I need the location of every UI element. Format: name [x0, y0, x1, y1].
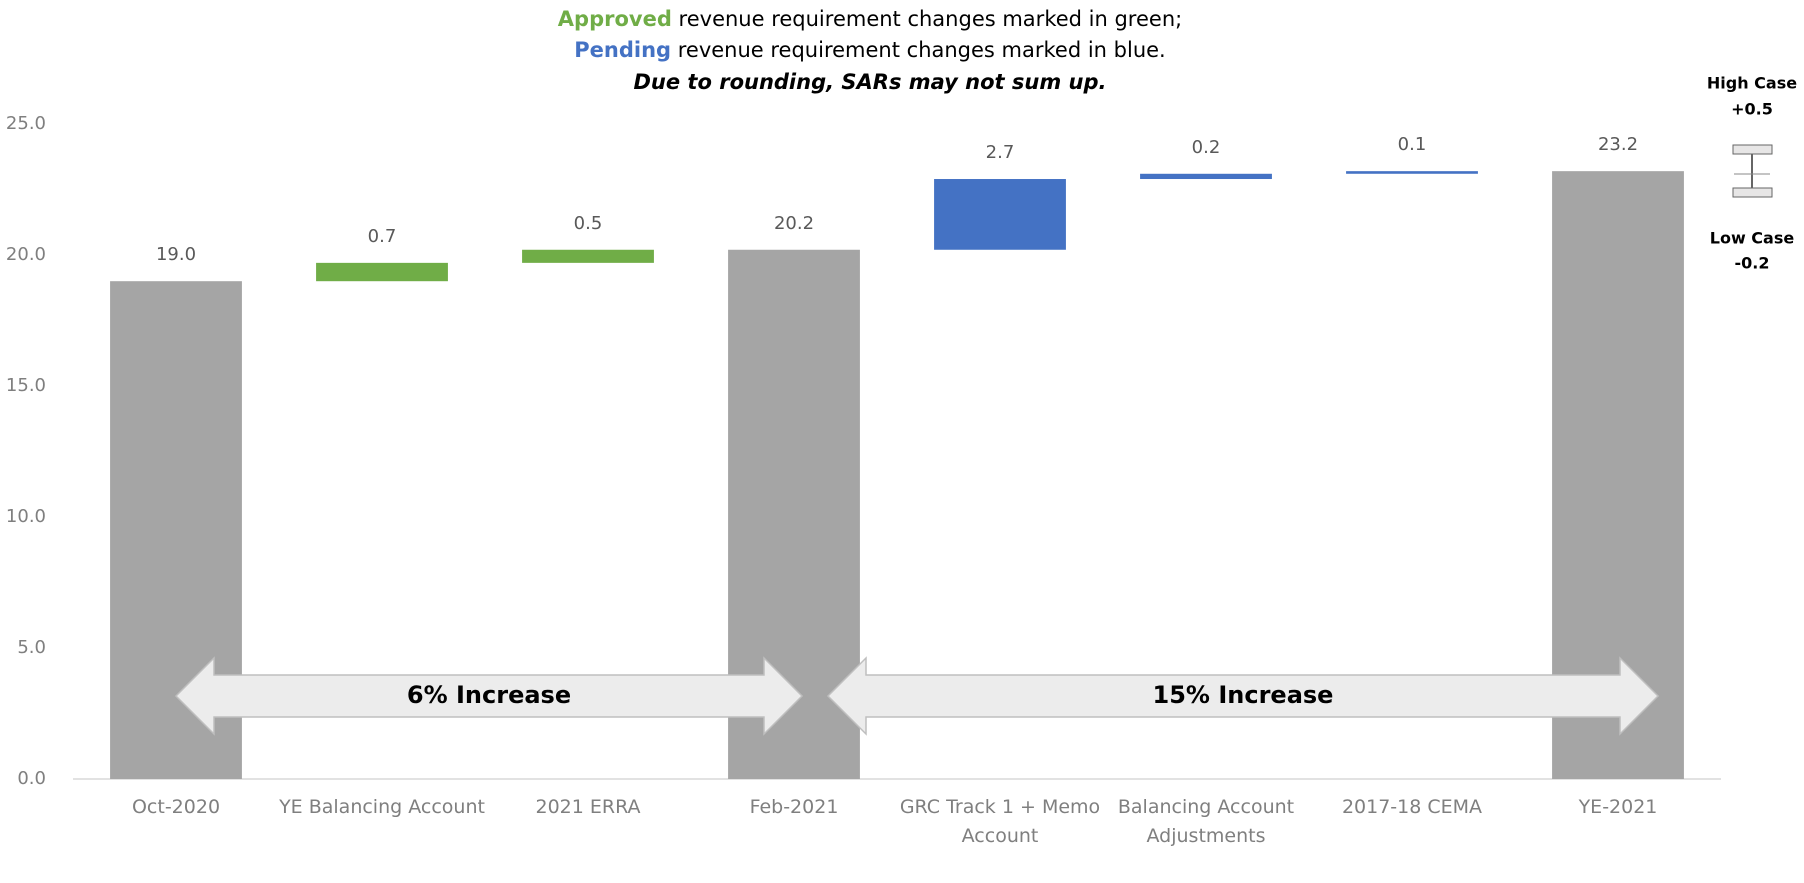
y-tick-label: 10.0: [6, 506, 46, 527]
increase-label: 15% Increase: [1153, 681, 1334, 709]
x-tick-label-box: YE Balancing Account: [279, 796, 485, 818]
x-tick-label: YE Balancing Account: [279, 796, 485, 818]
value-label: 2.7: [986, 142, 1015, 163]
y-tick-label: 15.0: [6, 375, 46, 396]
note-text: revenue requirement changes marked in gr…: [679, 7, 1183, 31]
y-tick-label: 20.0: [6, 244, 46, 265]
bar: [316, 262, 448, 282]
y-tick-label: 5.0: [17, 637, 46, 658]
bar: [522, 249, 654, 263]
note-line: Pending revenue requirement changes mark…: [574, 38, 1165, 62]
low-case-label: Low Case: [1710, 229, 1795, 248]
x-tick-label: YE-2021: [1578, 796, 1658, 818]
increase-label: 6% Increase: [407, 681, 571, 709]
high-case-value: +0.5: [1731, 100, 1773, 119]
increase-arrow: [826, 656, 1660, 736]
value-label: 0.7: [368, 226, 397, 247]
y-tick-label: 25.0: [6, 113, 46, 134]
value-label: 20.2: [774, 213, 814, 234]
bar: [1140, 173, 1272, 180]
value-label: 23.2: [1598, 134, 1638, 155]
x-tick-label: Feb-2021: [749, 796, 839, 818]
note-line: Approved revenue requirement changes mar…: [558, 7, 1182, 31]
x-tick-label: Balancing Account Adjustments: [1117, 796, 1295, 847]
x-tick-label: 2021 ERRA: [535, 796, 641, 818]
x-tick-label-box: Oct-2020: [131, 796, 221, 818]
x-tick-label-box: 2017-18 CEMA: [1341, 796, 1483, 818]
subtitle: Due to rounding, SARs may not sum up.: [634, 70, 1107, 94]
low-case-value: -0.2: [1735, 254, 1770, 273]
y-tick-label: 0.0: [17, 768, 46, 789]
high-case-label: High Case: [1707, 74, 1797, 93]
x-tick-label: 2017-18 CEMA: [1341, 796, 1483, 818]
value-label: 0.5: [574, 213, 603, 234]
range-indicator: High Case +0.5 Low Case -0.2: [1707, 74, 1797, 273]
note-highlight: Approved: [558, 7, 672, 31]
note-highlight: Pending: [574, 38, 671, 62]
x-tick-label-box: 2021 ERRA: [535, 796, 641, 818]
bar: [1346, 171, 1478, 174]
increase-arrow: [174, 656, 804, 736]
x-tick-label-box: GRC Track 1 + Memo Account: [899, 796, 1101, 847]
x-tick-label: GRC Track 1 + Memo Account: [899, 796, 1101, 847]
x-tick-label-box: Feb-2021: [749, 796, 839, 818]
x-tick-label-box: Balancing Account Adjustments: [1117, 796, 1295, 847]
value-label: 0.1: [1398, 134, 1427, 155]
x-tick-label: Oct-2020: [131, 796, 221, 818]
range-low-box: [1732, 187, 1773, 198]
bar: [934, 179, 1066, 250]
x-tick-label-box: YE-2021: [1578, 796, 1658, 818]
value-label: 19.0: [156, 244, 196, 265]
value-label: 0.2: [1192, 137, 1221, 158]
range-high-box: [1732, 144, 1773, 155]
note-text: revenue requirement changes marked in bl…: [678, 38, 1166, 62]
